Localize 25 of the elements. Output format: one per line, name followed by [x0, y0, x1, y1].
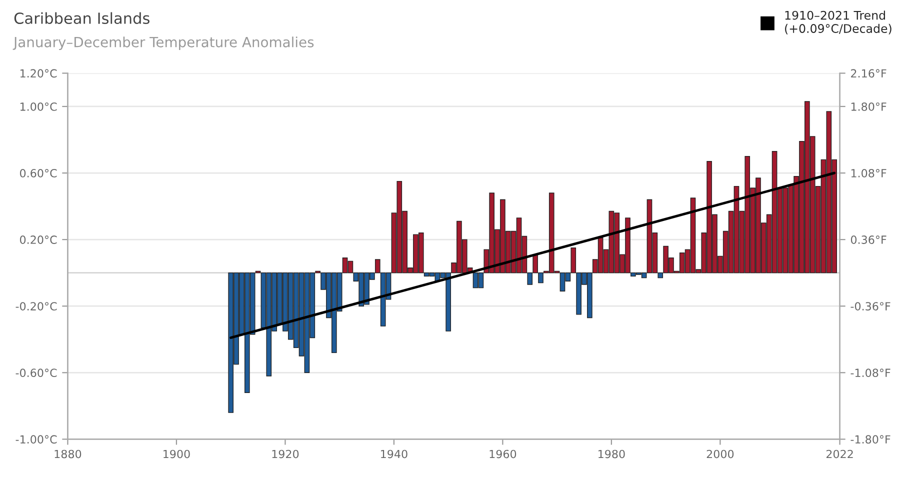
x-tick-label: 1960	[490, 450, 516, 458]
y2-tick-label: -1.80°F	[850, 435, 890, 444]
y-tick-label: 1.00°C	[20, 102, 57, 111]
y-tick-label: -0.20°C	[16, 302, 57, 310]
y-tick-label: 0.20°C	[20, 236, 57, 244]
y2-tick-label: -0.36°F	[850, 302, 890, 310]
y-tick-label: 0.60°C	[20, 168, 57, 178]
x-tick-label: 1920	[272, 450, 299, 458]
y-tick-label: -0.60°C	[16, 368, 57, 378]
y2-tick-label: -1.08°F	[850, 368, 890, 378]
chart-title: Caribbean Islands	[14, 12, 150, 24]
legend-label: 1910–2021 Trend (+0.09°C/Decade)	[785, 10, 892, 34]
y2-tick-label: 0.36°F	[850, 236, 886, 244]
chart-subtitle: January–December Temperature Anomalies	[12, 36, 314, 50]
y-tick-label: -1.00°C	[16, 435, 57, 444]
y2-tick-label: 1.08°F	[851, 168, 886, 178]
x-tick-label: 1900	[164, 450, 190, 458]
y-tick-label: 1.20°C	[20, 69, 57, 78]
x-tick-label: 1880	[54, 450, 82, 458]
x-tick-label: 2000	[706, 450, 734, 458]
y2-tick-label: 2.16°F	[851, 69, 886, 78]
x-tick-label: 1940	[381, 450, 408, 458]
x-tick-label: 2022	[826, 450, 853, 458]
y2-tick-label: 1.80°F	[851, 102, 886, 111]
x-tick-label: 1980	[598, 450, 625, 458]
